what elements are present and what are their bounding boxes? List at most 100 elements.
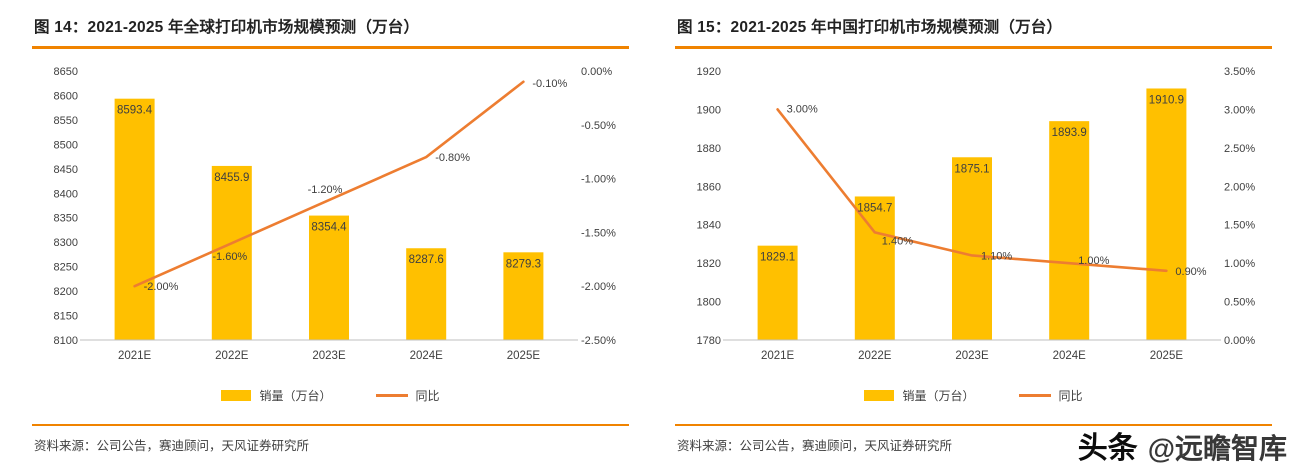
left-axis-tick: 1860 [697, 181, 721, 193]
left-axis-tick: 8350 [54, 213, 78, 225]
legend-label-sales: 销量（万台） [259, 388, 332, 403]
right-axis-tick: -2.00% [581, 281, 616, 293]
legend-item-sales: 销量（万台） [864, 387, 975, 404]
legend-item-yoy: 同比 [375, 387, 440, 404]
bar [503, 252, 544, 340]
global-printer-market-chart: 8650 8600 8550 8500 8450 8400 8350 8300 8250 8200… [54, 66, 617, 362]
figure-title-global: 图 14：2021-2025 年全球打印机市场规模预测（万台） [32, 12, 629, 49]
bar-value-label: 8287.6 [409, 254, 444, 266]
right-axis-tick: 3.00% [1224, 104, 1255, 116]
bar-value-label: 8593.4 [117, 105, 153, 117]
left-axis-tick: 8550 [54, 115, 78, 127]
bar-value-label: 8279.3 [506, 258, 541, 270]
watermark-handle: @远瞻智库 [1147, 433, 1287, 464]
right-axis-tick: 0.00% [581, 66, 612, 78]
line-series-swatch [1018, 393, 1051, 397]
line-value-label: 3.00% [787, 103, 818, 115]
bar-value-label: 8455.9 [214, 172, 249, 184]
bar [854, 196, 895, 340]
left-axis-tick: 8500 [54, 139, 78, 151]
left-axis-tick: 8150 [54, 311, 78, 323]
bar [1049, 121, 1090, 340]
left-axis-tick: 8450 [54, 164, 78, 176]
x-axis-label: 2023E [312, 350, 346, 362]
right-axis-tick: 0.50% [1224, 297, 1255, 309]
line-value-label: 0.90% [1175, 266, 1206, 278]
line-value-label: 1.40% [882, 235, 913, 247]
left-axis-tick: 8650 [54, 66, 78, 78]
chart-legend-global: 销量（万台） 同比 [32, 384, 629, 406]
bar [1146, 88, 1187, 340]
right-axis-tick: 3.50% [1224, 66, 1255, 78]
bar-value-label: 8354.4 [311, 222, 347, 234]
x-axis-label: 2025E [1150, 350, 1184, 362]
china-printer-market-chart: 1920 1900 1880 1860 1840 1820 1800 1780 3.50% 3.0… [697, 66, 1256, 362]
source-note-global: 资料来源：公司公告，赛迪顾问，天风证券研究所 [34, 439, 310, 453]
figure-title-china: 图 15：2021-2025 年中国打印机市场规模预测（万台） [675, 12, 1272, 49]
line-series-swatch [375, 393, 408, 397]
left-axis-tick: 8100 [54, 335, 78, 347]
right-axis-tick: 2.50% [1224, 143, 1255, 155]
bar [757, 245, 798, 340]
bar-value-label: 1829.1 [760, 252, 795, 264]
source-divider [675, 424, 1272, 426]
right-axis-tick: 2.00% [1224, 181, 1255, 193]
bar-series-swatch [864, 389, 895, 401]
bar [211, 165, 252, 340]
watermark: 头条 @远瞻智库 [1078, 423, 1287, 467]
left-axis-tick: 1800 [697, 297, 721, 309]
left-axis-tick: 8400 [54, 188, 78, 200]
right-axis-tick: -2.50% [581, 335, 616, 347]
x-axis-label: 2024E [1053, 350, 1087, 362]
x-axis-label: 2022E [858, 350, 892, 362]
figure-china-printer-market: 图 15：2021-2025 年中国打印机市场规模预测（万台） 1920 1900… [675, 12, 1272, 454]
bar [309, 215, 349, 340]
right-axis-tick: 0.00% [1224, 335, 1255, 347]
bar-value-label: 1875.1 [954, 163, 989, 175]
report-figures-row: 图 14：2021-2025 年全球打印机市场规模预测（万台） 8650 8600… [32, 12, 1272, 454]
yoy-line [776, 108, 1168, 273]
left-axis-tick: 1820 [697, 258, 721, 270]
toutiao-logo-text: 头条 [1077, 432, 1138, 465]
x-axis-label: 2023E [955, 350, 989, 362]
bar [952, 157, 992, 340]
legend-label-yoy: 同比 [1058, 388, 1083, 403]
line-value-label: -0.80% [435, 152, 470, 164]
left-axis-tick: 8200 [54, 286, 78, 298]
right-axis-tick: -0.50% [581, 120, 616, 132]
source-note-china: 资料来源：公司公告，赛迪顾问，天风证券研究所 [677, 439, 953, 453]
line-value-label: -1.60% [212, 251, 247, 263]
legend-label-sales: 销量（万台） [902, 388, 975, 403]
source-divider [32, 424, 629, 426]
x-axis-label: 2024E [410, 350, 444, 362]
left-axis-tick: 8250 [54, 262, 78, 274]
left-axis-tick: 1780 [697, 335, 721, 347]
x-axis-label: 2022E [215, 350, 249, 362]
right-axis-tick: 1.50% [1224, 220, 1255, 232]
bar-value-label: 1893.9 [1052, 127, 1087, 139]
bar-value-label: 1854.7 [857, 202, 892, 214]
chart-legend-china: 销量（万台） 同比 [675, 384, 1272, 406]
left-axis-tick: 1900 [697, 104, 721, 116]
line-value-label: 1.00% [1078, 255, 1109, 267]
legend-label-yoy: 同比 [415, 388, 440, 403]
line-value-label: 1.10% [981, 250, 1012, 262]
line-value-label: -2.00% [144, 281, 179, 293]
bar [114, 98, 155, 340]
yoy-line [133, 80, 525, 288]
left-axis-tick: 8600 [54, 90, 78, 102]
bar [406, 248, 447, 340]
x-axis-label: 2025E [507, 350, 541, 362]
legend-item-sales: 销量（万台） [221, 387, 332, 404]
line-value-label: -0.10% [532, 78, 567, 90]
line-value-label: -1.20% [308, 184, 343, 196]
bar-series-swatch [221, 389, 252, 401]
right-axis-tick: 1.00% [1224, 258, 1255, 270]
left-axis-tick: 1920 [697, 66, 721, 78]
x-axis-label: 2021E [118, 350, 152, 362]
bar-value-label: 1910.9 [1149, 94, 1184, 106]
left-axis-tick: 1880 [697, 143, 721, 155]
left-axis-tick: 8300 [54, 237, 78, 249]
figure-global-printer-market: 图 14：2021-2025 年全球打印机市场规模预测（万台） 8650 8600… [32, 12, 629, 454]
right-axis-tick: -1.00% [581, 174, 616, 186]
